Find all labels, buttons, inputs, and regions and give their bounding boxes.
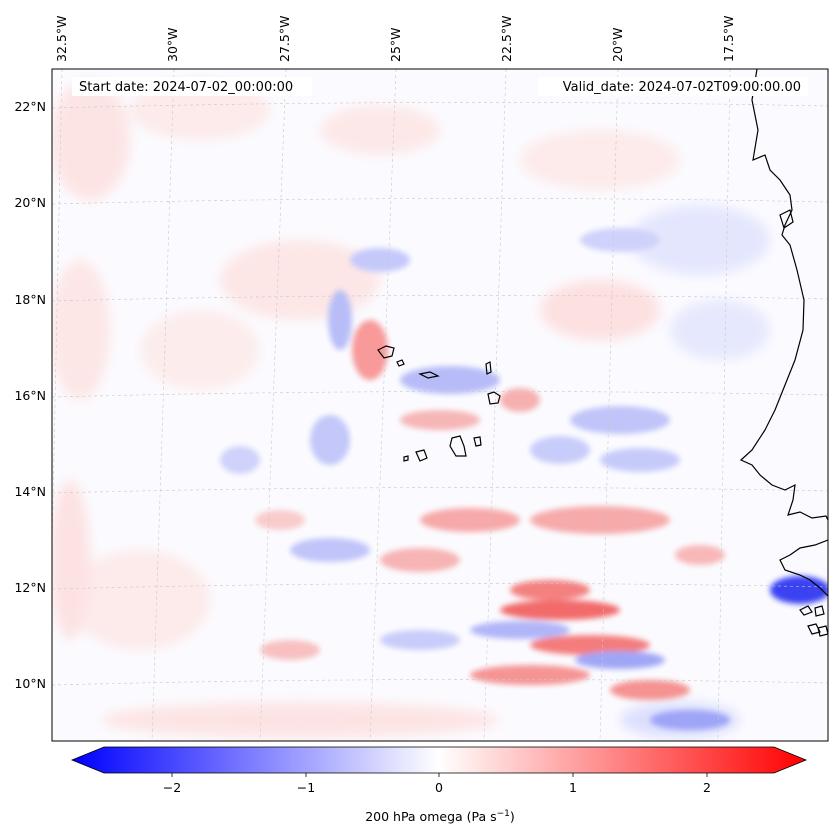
omega-field-detail	[220, 228, 828, 730]
island-sao-vicente	[396, 359, 405, 367]
island-sal	[485, 361, 492, 375]
africa-coastline	[739, 69, 828, 521]
colorbar-title: 200 hPa omega (Pa s−1)	[365, 809, 515, 824]
colorbar: −2 −1 0 1 2 200 hPa omega (Pa s−1)	[70, 746, 808, 824]
island-santiago	[449, 435, 467, 457]
island-boa-vista	[487, 391, 501, 405]
colorbar-tick-label: −1	[297, 780, 315, 795]
lon-label: 17.5°W	[721, 16, 736, 62]
lon-label: 32.5°W	[54, 16, 69, 62]
africa-coast-detail	[779, 209, 794, 229]
colorbar-tick-label: 1	[569, 780, 577, 795]
island-sao-nicolau	[418, 371, 440, 379]
lat-label: 22°N	[14, 99, 46, 114]
lat-label: 18°N	[14, 292, 46, 307]
start-date-box	[72, 77, 312, 96]
lon-label: 30°W	[165, 27, 180, 62]
lon-label: 27.5°W	[277, 16, 292, 62]
lat-label: 14°N	[14, 484, 46, 499]
valid-date-label: Valid_date: 2024-07-02T09:00:00.00	[563, 80, 801, 95]
lon-label: 25°W	[388, 27, 403, 62]
graticule	[52, 69, 828, 741]
lon-label: 22.5°W	[499, 16, 514, 62]
guinea-coast	[779, 539, 828, 597]
lat-label: 10°N	[14, 676, 46, 691]
start-date-label: Start date: 2024-07-02_00:00:00	[79, 80, 293, 95]
island-santo-antao	[377, 345, 395, 359]
colorbar-ticks	[171, 773, 708, 777]
latitude-labels: 22°N 20°N 18°N 16°N 14°N 12°N 10°N	[14, 99, 46, 691]
valid-date-box	[538, 77, 808, 96]
island-brava	[403, 455, 409, 462]
lat-label: 20°N	[14, 195, 46, 210]
map-panel: Start date: 2024-07-02_00:00:00 Valid_da…	[51, 68, 829, 742]
island-fogo	[415, 449, 428, 462]
lat-label: 12°N	[14, 580, 46, 595]
colorbar-tick-label: 2	[703, 780, 711, 795]
colorbar-body	[70, 746, 808, 774]
map-frame	[51, 68, 829, 742]
coastlines	[377, 69, 828, 637]
colorbar-tick-label: 0	[435, 780, 443, 795]
longitude-labels: 32.5°W 30°W 27.5°W 25°W 22.5°W 20°W 17.5…	[54, 16, 736, 62]
island-maio	[473, 436, 482, 447]
lon-label: 20°W	[610, 27, 625, 62]
lat-label: 16°N	[14, 388, 46, 403]
bissagos-islands	[799, 605, 828, 637]
colorbar-tick-label: −2	[163, 780, 181, 795]
